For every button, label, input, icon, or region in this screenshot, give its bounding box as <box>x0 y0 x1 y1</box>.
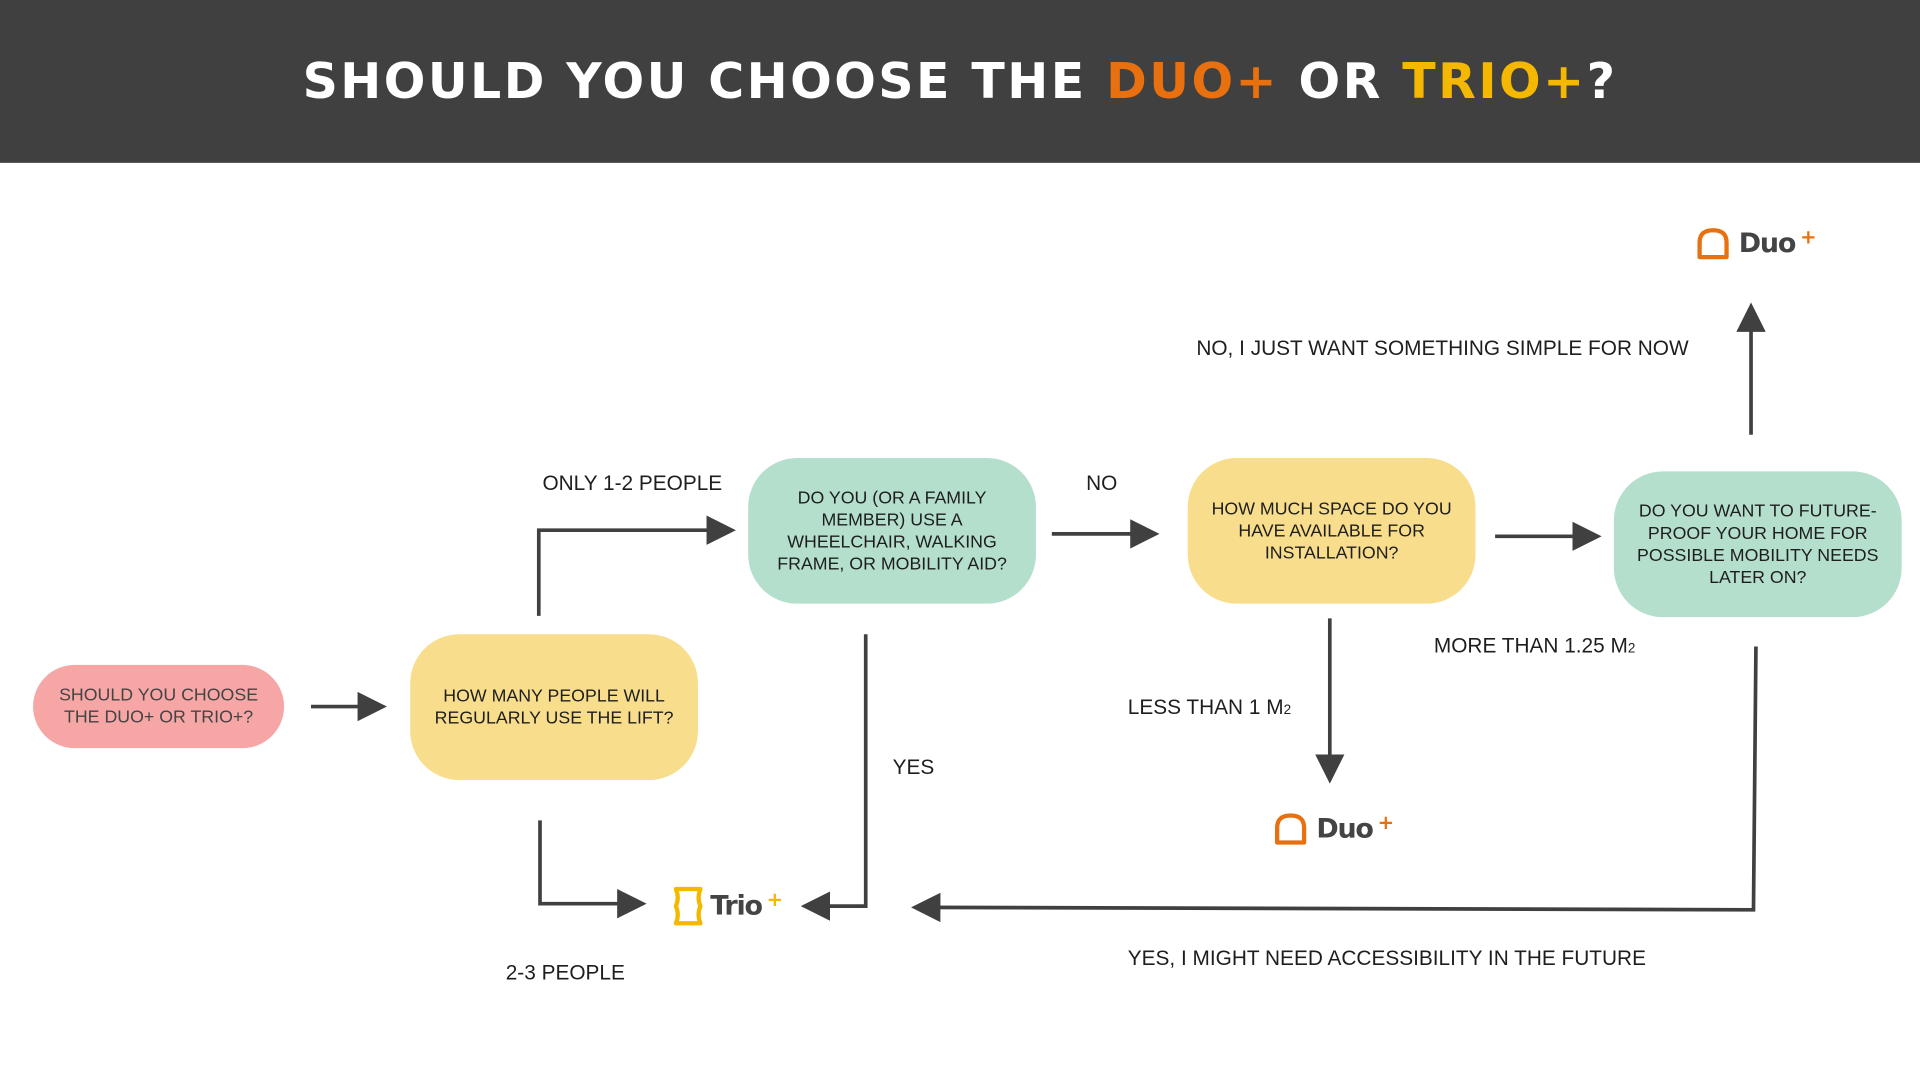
duo-icon <box>1275 813 1307 845</box>
label-simple: NO, I JUST WANT SOMETHING SIMPLE FOR NOW <box>1196 336 1689 361</box>
duo-icon <box>1697 228 1729 260</box>
label-less-than: LESS THAN 1 M2 <box>1127 695 1292 719</box>
trio-icon <box>673 886 703 926</box>
arrow-mobility-yes-to-trio <box>800 634 868 921</box>
label-yes: YES <box>892 755 935 779</box>
start-node: SHOULD YOU CHOOSE THE DUO+ OR TRIO+? <box>33 664 285 749</box>
arrow-people-to-mobility <box>536 515 736 616</box>
label-no: NO <box>1086 471 1118 495</box>
label-one-two-people: ONLY 1-2 PEOPLE <box>542 471 723 495</box>
duo-logo-top: Duo + <box>1692 225 1817 262</box>
mobility-question-node: DO YOU (OR A FAMILY MEMBER) USE A WHEELC… <box>748 457 1036 604</box>
future-question-node: DO YOU WANT TO FUTURE-PROOF YOUR HOME FO… <box>1613 471 1902 618</box>
arrow-future-yes-to-trio <box>911 646 1758 923</box>
page-title: SHOULD YOU CHOOSE THE DUO+ OR TRIO+? <box>302 53 1618 110</box>
people-question-node: HOW MANY PEOPLE WILL REGULARLY USE THE L… <box>410 634 698 781</box>
trio-logo: Trio + <box>671 885 783 927</box>
label-more-than: MORE THAN 1.25 M2 <box>1433 634 1636 658</box>
label-two-three-people: 2-3 PEOPLE <box>505 961 625 985</box>
duo-logo-middle: Duo + <box>1270 810 1394 848</box>
space-question-node: HOW MUCH SPACE DO YOU HAVE AVAILABLE FOR… <box>1187 457 1476 604</box>
label-future-yes: YES, I MIGHT NEED ACCESSIBILITY IN THE F… <box>1127 946 1646 970</box>
arrow-people-to-trio <box>538 820 647 919</box>
header-banner: SHOULD YOU CHOOSE THE DUO+ OR TRIO+? <box>0 0 1920 163</box>
